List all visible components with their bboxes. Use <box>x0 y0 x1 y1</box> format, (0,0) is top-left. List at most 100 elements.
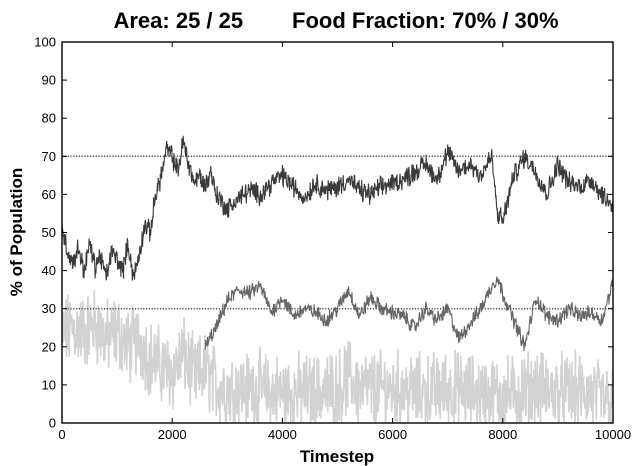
data-point <box>326 190 327 191</box>
data-point <box>144 224 145 225</box>
axis-ticks: 0 2000 4000 6000 8000 10000 0 10 20 30 40 50 60 70 80 9… <box>34 35 631 443</box>
data-point <box>155 194 156 195</box>
data-point <box>183 140 184 141</box>
y-axis-label: % of Population <box>7 168 26 296</box>
data-point <box>475 392 476 393</box>
data-point <box>458 171 459 172</box>
x-tick-label: 6000 <box>378 427 407 442</box>
data-point <box>590 179 591 180</box>
data-point <box>458 339 459 340</box>
data-point <box>94 266 95 267</box>
data-point <box>590 312 591 313</box>
data-point <box>403 316 404 317</box>
data-point <box>392 182 393 183</box>
y-tick-label: 90 <box>42 73 56 88</box>
data-point <box>370 194 371 195</box>
data-point <box>348 179 349 180</box>
data-point <box>524 346 525 347</box>
data-point <box>216 384 217 385</box>
data-point <box>205 186 206 187</box>
data-point <box>293 316 294 317</box>
data-point <box>161 365 162 366</box>
data-point <box>221 201 222 202</box>
data-point <box>392 312 393 313</box>
data-point <box>601 194 602 195</box>
data-point <box>210 171 211 172</box>
data-point <box>100 255 101 256</box>
data-point <box>177 171 178 172</box>
data-point <box>249 293 250 294</box>
data-point <box>601 320 602 321</box>
data-point <box>271 392 272 393</box>
data-point <box>271 312 272 313</box>
data-point <box>117 259 118 260</box>
y-tick-label: 100 <box>34 35 56 50</box>
data-point <box>497 213 498 214</box>
series-line-0 <box>61 135 614 281</box>
data-point <box>282 297 283 298</box>
data-point <box>414 171 415 172</box>
data-point <box>67 251 68 252</box>
data-point <box>315 182 316 183</box>
data-point <box>337 388 338 389</box>
data-point <box>216 327 217 328</box>
data-point <box>128 243 129 244</box>
x-tick-label: 8000 <box>488 427 517 442</box>
x-axis-label: Timestep <box>300 447 374 466</box>
data-point <box>254 388 255 389</box>
data-point <box>227 300 228 301</box>
data-point <box>326 320 327 321</box>
data-point <box>72 327 73 328</box>
data-point <box>546 194 547 195</box>
data-point <box>447 388 448 389</box>
data-point <box>315 392 316 393</box>
data-point <box>249 190 250 191</box>
data-point <box>337 186 338 187</box>
data-point <box>105 339 106 340</box>
data-point <box>205 346 206 347</box>
y-tick-label: 60 <box>42 187 56 202</box>
data-point <box>105 278 106 279</box>
data-point <box>227 209 228 210</box>
data-point <box>480 175 481 176</box>
data-point <box>447 308 448 309</box>
data-point <box>414 327 415 328</box>
series-0 <box>61 135 614 281</box>
data-point <box>403 179 404 180</box>
data-point <box>89 243 90 244</box>
data-point <box>161 175 162 176</box>
data-point <box>194 182 195 183</box>
data-point <box>502 220 503 221</box>
data-point <box>557 320 558 321</box>
series-2 <box>61 289 614 425</box>
data-point <box>94 323 95 324</box>
series-line-2 <box>61 289 614 425</box>
data-point <box>227 388 228 389</box>
data-point <box>188 163 189 164</box>
data-point <box>381 186 382 187</box>
data-point <box>359 316 360 317</box>
data-point <box>304 198 305 199</box>
data-point <box>199 175 200 176</box>
y-tick-label: 80 <box>42 111 56 126</box>
x-tick-label: 2000 <box>158 427 187 442</box>
chart-title: Area: 25 / 25 Food Fraction: 70% / 30% <box>113 8 558 33</box>
data-point <box>282 175 283 176</box>
data-point <box>150 358 151 359</box>
data-point <box>535 297 536 298</box>
y-tick-label: 0 <box>49 416 56 431</box>
y-tick-label: 20 <box>42 339 56 354</box>
data-point <box>469 323 470 324</box>
data-point <box>348 289 349 290</box>
data-point <box>139 255 140 256</box>
data-point <box>128 346 129 347</box>
data-point <box>491 285 492 286</box>
data-point <box>260 194 261 195</box>
data-point <box>557 163 558 164</box>
x-tick-label: 10000 <box>595 427 631 442</box>
data-point <box>304 308 305 309</box>
data-point <box>530 388 531 389</box>
data-point <box>205 369 206 370</box>
data-point <box>420 392 421 393</box>
